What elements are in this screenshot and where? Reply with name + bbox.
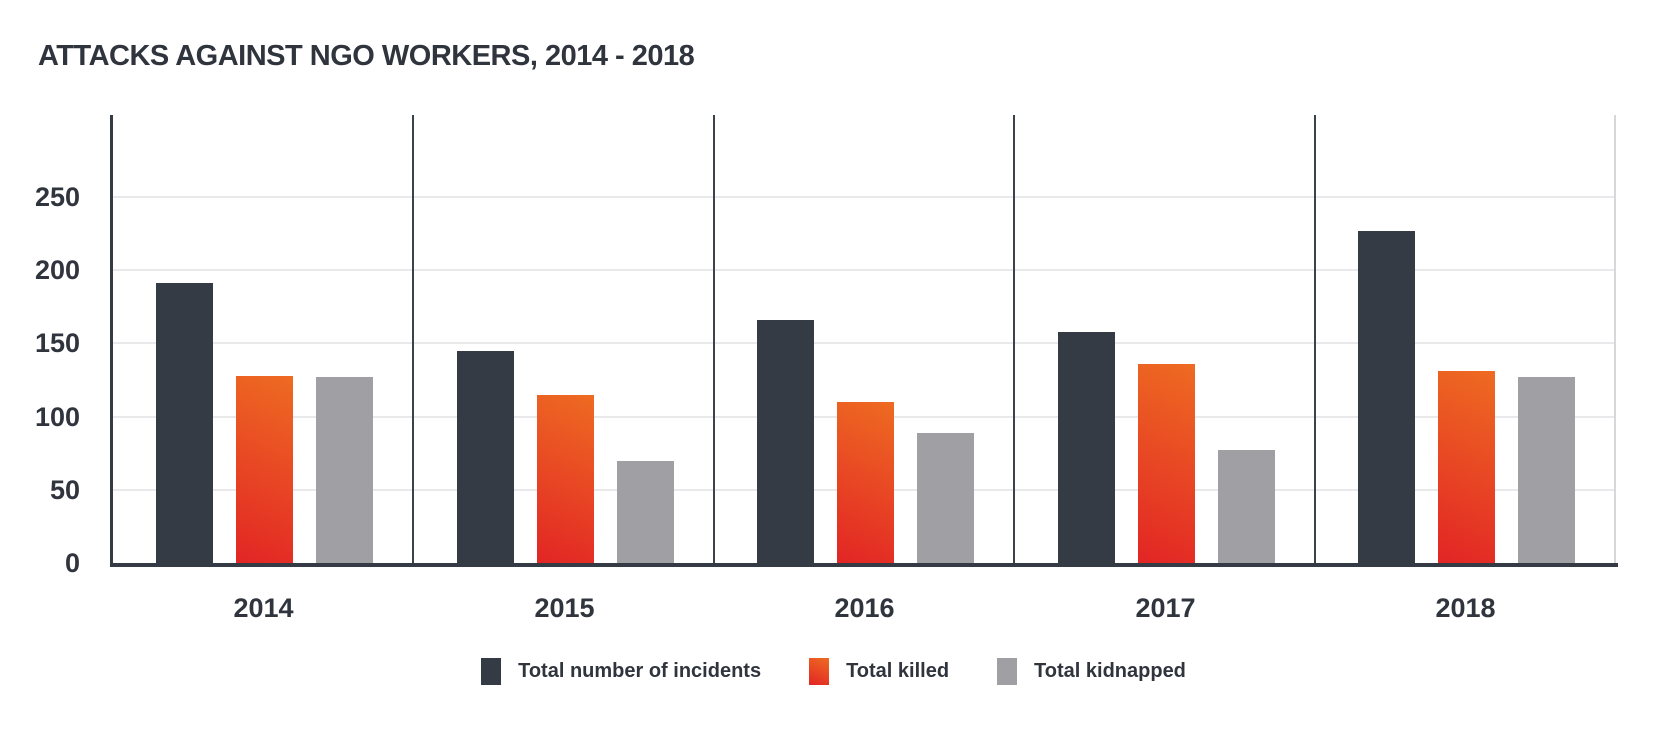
x-axis-label-2014: 2014	[233, 593, 294, 623]
legend-swatch-total-kidnapped	[997, 658, 1018, 685]
legend-label-total-number-of-incidents: Total number of incidents	[518, 660, 762, 682]
year-panel-2016	[714, 115, 1015, 563]
x-axis-label-2016: 2016	[834, 593, 895, 623]
bar-2017-total-killed	[1138, 364, 1195, 563]
bar-2014-total-killed	[236, 376, 293, 563]
legend-item-total-killed: Total killed	[809, 658, 949, 685]
chart-legend: Total number of incidents Total killed Tot…	[0, 658, 1667, 685]
legend-item-total-number-of-incidents: Total number of incidents	[481, 658, 761, 685]
year-panel-2018	[1315, 115, 1616, 563]
bar-2016-total-kidnapped	[917, 433, 974, 563]
x-axis-label-2015: 2015	[534, 593, 595, 623]
bar-2014-total-kidnapped	[316, 377, 373, 563]
y-axis-label-50: 50	[49, 475, 80, 505]
plot-area	[113, 115, 1616, 563]
legend-swatch-total-killed	[809, 658, 830, 685]
y-axis-line	[110, 115, 113, 567]
bar-2016-total-killed	[837, 402, 894, 563]
bar-2018-total-number-of-incidents	[1358, 231, 1415, 563]
year-panel-2014	[113, 115, 414, 563]
bar-2015-total-kidnapped	[617, 461, 674, 563]
gridline-150	[113, 342, 1614, 345]
legend-label-total-kidnapped: Total kidnapped	[1034, 660, 1186, 682]
y-axis-label-150: 150	[34, 328, 80, 358]
year-panel-2015	[414, 115, 715, 563]
bar-2017-total-kidnapped	[1218, 450, 1275, 563]
x-axis-label-2018: 2018	[1435, 593, 1496, 623]
legend-label-total-killed: Total killed	[846, 660, 950, 682]
gridline-250	[113, 196, 1614, 198]
y-axis-label-0: 0	[64, 548, 80, 578]
year-panel-2017	[1015, 115, 1316, 563]
bar-2017-total-number-of-incidents	[1058, 332, 1115, 563]
legend-item-total-kidnapped: Total kidnapped	[997, 658, 1186, 685]
gridline-200	[113, 269, 1614, 272]
y-axis-label-250: 250	[34, 182, 80, 212]
y-axis-label-200: 200	[34, 255, 80, 285]
x-axis-baseline	[110, 563, 1618, 567]
bar-2018-total-kidnapped	[1518, 377, 1575, 563]
legend-swatch-total-number-of-incidents	[481, 658, 502, 685]
bar-2016-total-number-of-incidents	[757, 320, 814, 563]
y-axis-label-100: 100	[34, 402, 80, 432]
bar-2018-total-killed	[1438, 371, 1495, 563]
bar-2015-total-number-of-incidents	[457, 351, 514, 563]
bar-2014-total-number-of-incidents	[156, 283, 213, 563]
bar-2015-total-killed	[537, 395, 594, 563]
chart-title: ATTACKS AGAINST NGO WORKERS, 2014 - 2018	[38, 40, 695, 72]
x-axis-label-2017: 2017	[1135, 593, 1196, 623]
